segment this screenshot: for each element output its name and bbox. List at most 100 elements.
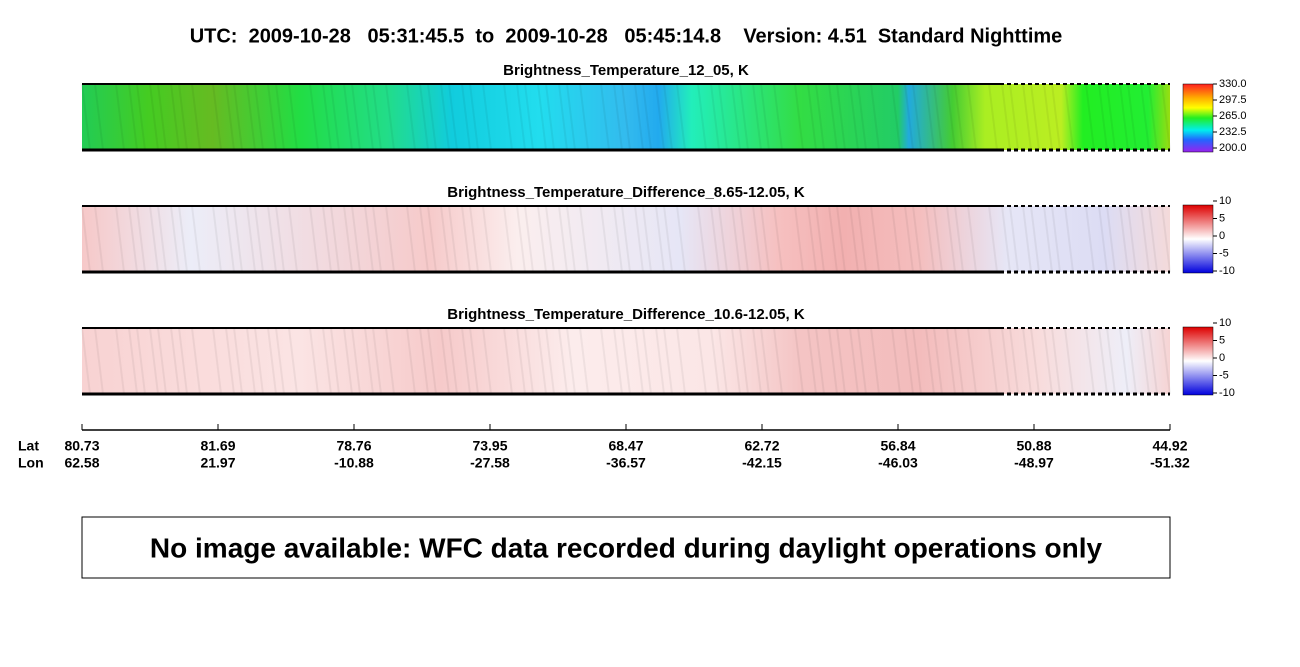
texture	[634, 205, 644, 273]
texture	[600, 83, 610, 151]
texture	[157, 83, 167, 151]
texture	[537, 327, 547, 395]
texture	[836, 83, 846, 151]
texture	[170, 205, 180, 273]
texture	[773, 83, 783, 151]
texture	[794, 83, 804, 151]
texture	[739, 83, 749, 151]
texture	[469, 327, 479, 395]
texture	[94, 83, 104, 151]
texture	[448, 327, 458, 395]
texture	[94, 205, 104, 273]
lon-label: 62.58	[64, 455, 99, 471]
colorbar-tick-label: 200.0	[1219, 142, 1247, 154]
texture	[1022, 205, 1032, 273]
texture	[516, 205, 526, 273]
texture	[275, 83, 285, 151]
texture	[537, 83, 547, 151]
texture	[448, 205, 458, 273]
texture	[697, 83, 707, 151]
texture	[857, 83, 867, 151]
texture	[613, 205, 623, 273]
texture	[946, 205, 956, 273]
texture	[288, 83, 298, 151]
texture	[760, 205, 770, 273]
texture	[558, 327, 568, 395]
lon-label: -27.58	[470, 455, 510, 471]
texture	[752, 327, 762, 395]
texture	[212, 327, 222, 395]
texture	[330, 327, 340, 395]
texture	[1161, 83, 1171, 151]
texture	[1043, 205, 1053, 273]
texture	[225, 205, 235, 273]
texture	[807, 327, 817, 395]
texture	[516, 83, 526, 151]
texture	[372, 205, 382, 273]
lat-label: 81.69	[200, 438, 235, 454]
texture	[469, 83, 479, 151]
texture	[828, 205, 838, 273]
texture	[94, 327, 104, 395]
texture	[469, 205, 479, 273]
texture	[904, 327, 914, 395]
texture	[642, 205, 652, 273]
texture	[482, 327, 492, 395]
texture	[1098, 205, 1108, 273]
texture	[891, 205, 901, 273]
texture	[815, 83, 825, 151]
texture	[81, 205, 91, 273]
texture	[954, 327, 964, 395]
texture	[600, 327, 610, 395]
texture	[1022, 83, 1032, 151]
texture	[1051, 83, 1061, 151]
texture	[579, 205, 589, 273]
texture	[115, 205, 125, 273]
texture	[988, 83, 998, 151]
texture	[288, 327, 298, 395]
texture	[621, 83, 631, 151]
texture	[1030, 205, 1040, 273]
texture	[524, 205, 534, 273]
lon-label: -48.97	[1014, 455, 1054, 471]
texture	[663, 83, 673, 151]
texture	[191, 327, 201, 395]
texture	[267, 205, 277, 273]
texture	[925, 205, 935, 273]
texture	[933, 83, 943, 151]
texture	[275, 205, 285, 273]
lat-label: 73.95	[472, 438, 507, 454]
texture	[1022, 327, 1032, 395]
texture	[954, 83, 964, 151]
texture	[1009, 205, 1019, 273]
texture	[516, 327, 526, 395]
texture	[870, 83, 880, 151]
texture	[1009, 83, 1019, 151]
lon-label: -42.15	[742, 455, 782, 471]
texture	[718, 205, 728, 273]
texture	[912, 327, 922, 395]
texture	[343, 83, 353, 151]
texture	[149, 205, 159, 273]
texture	[731, 83, 741, 151]
lon-label: -36.57	[606, 455, 646, 471]
texture	[1001, 83, 1011, 151]
texture	[891, 327, 901, 395]
texture	[566, 205, 576, 273]
colorbar	[1182, 204, 1214, 274]
colorbar-tick-label: 330.0	[1219, 78, 1247, 90]
texture	[1148, 205, 1158, 273]
colorbar-tick-label: 232.5	[1219, 126, 1247, 138]
texture	[954, 205, 964, 273]
texture	[1119, 83, 1129, 151]
texture	[343, 327, 353, 395]
texture	[503, 327, 513, 395]
texture	[461, 205, 471, 273]
texture	[1001, 327, 1011, 395]
panel-title: Brightness_Temperature_12_05, K	[503, 62, 749, 79]
texture	[545, 83, 555, 151]
texture	[773, 205, 783, 273]
texture	[427, 327, 437, 395]
texture	[1009, 327, 1019, 395]
